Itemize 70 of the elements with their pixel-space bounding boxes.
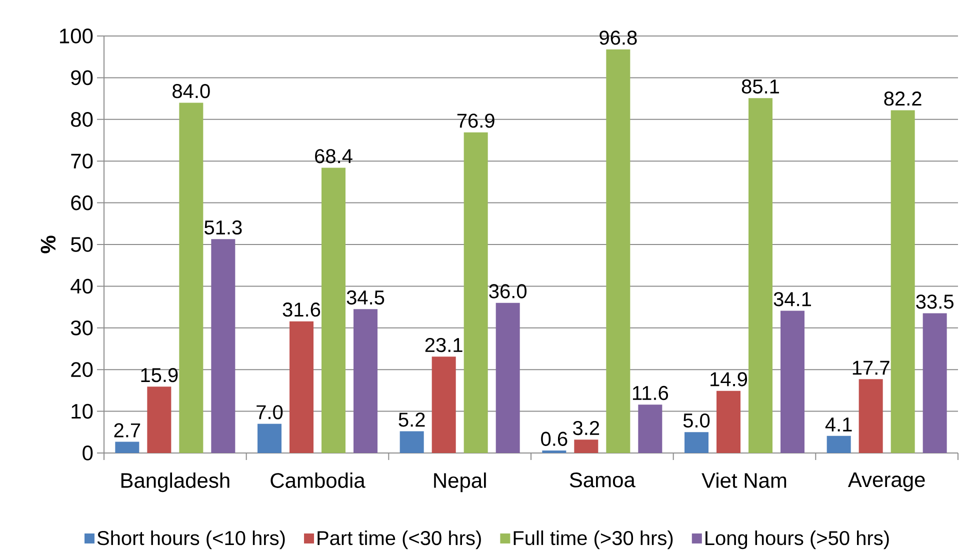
bar (542, 450, 566, 453)
bar (574, 440, 598, 453)
data-label: 14.9 (710, 372, 748, 386)
x-tick-label: Samoa (570, 472, 636, 488)
bar (147, 386, 172, 453)
legend-label: Full time (>30 hrs) (514, 530, 673, 550)
y-tick-label: 10 (72, 404, 93, 419)
legend-label: Part time (<30 hrs) (318, 530, 481, 550)
data-label: 82.2 (884, 92, 922, 106)
data-label: 85.1 (742, 79, 779, 94)
bar (716, 390, 740, 453)
bar (890, 110, 915, 453)
y-tick-label: 30 (70, 320, 93, 336)
data-label: 7.0 (256, 405, 283, 420)
x-tick-label: Cambodia (270, 472, 366, 488)
data-label: 33.5 (916, 294, 954, 309)
bar (922, 313, 947, 453)
bar (322, 168, 346, 453)
bar (826, 436, 851, 453)
bar (115, 442, 140, 453)
data-label: 76.9 (457, 114, 494, 128)
x-tick-label: Viet Nam (702, 472, 786, 488)
data-label: 51.3 (204, 220, 242, 235)
y-tick-label: 80 (71, 112, 93, 127)
y-tick-label: 100 (60, 28, 93, 44)
bar (290, 321, 314, 453)
data-label: 5.2 (398, 412, 425, 427)
data-label: 4.1 (825, 418, 852, 432)
bar (638, 404, 662, 453)
data-label: 15.9 (141, 368, 178, 382)
bar (258, 424, 282, 453)
bar (464, 132, 488, 453)
bar (432, 356, 456, 453)
bar (354, 309, 378, 453)
bar (858, 379, 883, 453)
data-label: 68.4 (315, 149, 352, 164)
data-label: 5.0 (683, 413, 710, 428)
data-label: 84.0 (172, 84, 210, 98)
legend-label: Long hours (>50 hrs) (706, 530, 889, 550)
y-tick-label: 40 (70, 278, 93, 294)
data-label: 2.7 (114, 423, 140, 438)
bar (496, 302, 520, 453)
y-tick-label: 20 (71, 362, 93, 378)
bar (780, 310, 804, 453)
data-label: 36.0 (489, 284, 527, 298)
y-tick-label: 70 (71, 154, 93, 169)
data-label: 23.1 (425, 338, 462, 352)
data-label: 17.7 (852, 360, 890, 375)
y-tick-label: 0 (82, 446, 93, 460)
bar (179, 102, 204, 453)
data-label: 31.6 (282, 302, 320, 317)
y-axis-title: % (40, 236, 56, 254)
bar (606, 49, 630, 453)
x-tick-label: Nepal (434, 472, 486, 492)
y-tick-label: 60 (71, 195, 93, 210)
data-label: 11.6 (632, 386, 668, 400)
x-tick-label: Bangladesh (121, 472, 230, 492)
bar (211, 239, 236, 453)
data-label: 34.5 (346, 290, 384, 305)
y-tick-label: 90 (71, 70, 93, 86)
data-label: 0.6 (541, 432, 568, 446)
bar (748, 98, 772, 453)
legend-label: Short hours (<10 hrs) (97, 530, 285, 550)
data-label: 96.8 (600, 30, 637, 45)
bar (684, 432, 708, 453)
bar (400, 431, 424, 453)
data-label: 34.1 (774, 292, 811, 306)
data-label: 3.2 (573, 420, 600, 436)
y-tick-label: 50 (70, 237, 93, 252)
x-tick-label: Average (848, 472, 925, 492)
